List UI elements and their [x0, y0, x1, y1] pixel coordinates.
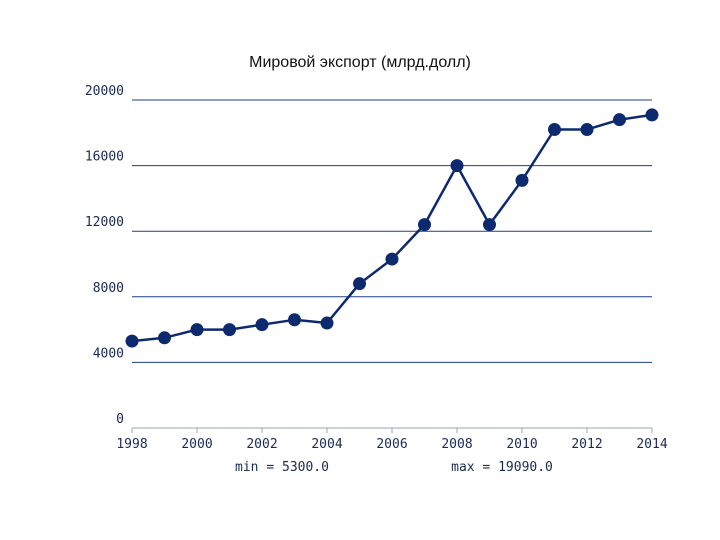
data-point-2005	[353, 277, 366, 291]
y-tick-label: 0	[116, 412, 124, 427]
gridlines	[132, 99, 652, 363]
x-tick-label: 2010	[506, 437, 537, 452]
data-point-2011	[548, 123, 561, 137]
x-tick-label: 2004	[311, 437, 342, 452]
axes	[131, 427, 653, 433]
data-point-2014	[645, 108, 659, 122]
x-tick-label: 2008	[441, 437, 472, 452]
data-point-2013	[613, 113, 626, 127]
y-tick-label: 4000	[93, 346, 124, 361]
data-point-1998	[125, 334, 139, 348]
chart-title: Мировой экспорт (млрд.долл)	[249, 54, 471, 71]
data-point-2009	[483, 218, 496, 232]
data-point-2002	[255, 318, 269, 332]
x-tick-label: 2014	[636, 437, 667, 452]
y-tick-label: 8000	[93, 281, 124, 296]
x-tick-label: 2002	[246, 437, 277, 452]
y-tick-label: 20000	[85, 84, 124, 99]
x-tick-label: 2012	[571, 437, 602, 452]
data-point-2004	[320, 316, 334, 330]
x-tick-label: 1998	[116, 437, 147, 452]
y-tick-label: 16000	[85, 150, 124, 165]
data-point-1999	[158, 331, 171, 345]
data-point-2003	[288, 313, 301, 327]
x-tick-label: 2006	[376, 437, 407, 452]
data-point-2001	[223, 323, 236, 337]
series-line	[131, 113, 653, 343]
data-point-2006	[385, 252, 399, 266]
x-tick-label: 2000	[181, 437, 212, 452]
data-point-2007	[418, 218, 431, 232]
data-points	[125, 108, 659, 348]
data-point-2010	[515, 173, 529, 187]
x-tick-labels: 1998 2000 2002 2004 2006 2008 2010 2012 2014	[116, 437, 667, 452]
y-tick-label: 12000	[85, 215, 124, 230]
data-point-2000	[190, 323, 204, 337]
data-point-2012	[580, 123, 594, 137]
data-point-2008	[450, 159, 464, 173]
min-label: min = 5300.0	[235, 460, 329, 475]
y-tick-labels: 0 4000 8000 12000 16000 20000	[85, 84, 124, 427]
max-label: max = 19090.0	[451, 460, 553, 475]
